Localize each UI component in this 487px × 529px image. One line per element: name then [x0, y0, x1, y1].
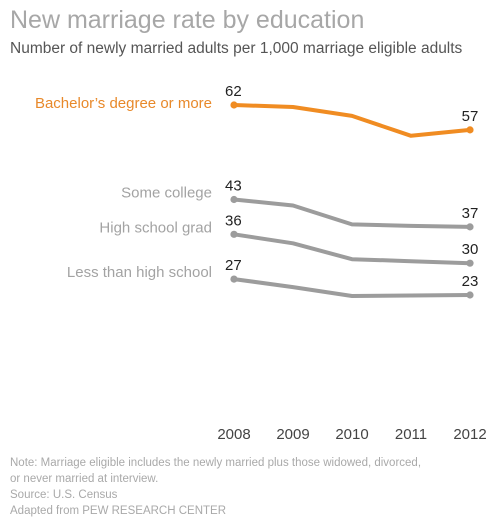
note-text-line-2: or never married at interview.: [10, 473, 159, 485]
value-label-less-than-high-school-2012: 23: [462, 273, 479, 290]
series-line-less-than-high-school: [232, 277, 472, 298]
series-label-bachelor-s-degree-or-more: Bachelor’s degree or more: [35, 95, 212, 112]
series-high-school-grad: 36 30 High school grad: [99, 212, 479, 267]
series-label-some-college: Some college: [121, 185, 212, 202]
x-tick-label-2010: 2010: [335, 426, 368, 443]
source-text: Source: U.S. Census: [10, 489, 118, 501]
series-line-high-school-grad: [232, 232, 472, 266]
note-text-line-1: Note: Marriage eligible includes the new…: [10, 457, 422, 469]
credit-text: Adapted from PEW RESEARCH CENTER: [10, 505, 227, 517]
data-point-some-college-2008: [230, 195, 238, 204]
data-point-bachelor-s-degree-or-more-2008: [230, 101, 238, 109]
value-label-bachelor-s-degree-or-more-2012: 57: [462, 108, 479, 125]
series-line-bachelor-s-degree-or-more: [232, 103, 472, 138]
x-axis-ticks: 2008 2009 2010 2011 2012: [217, 426, 486, 443]
series-less-than-high-school: 27 23 Less than high school: [67, 257, 478, 299]
chart-subtitle: Number of newly married adults per 1,000…: [10, 40, 463, 57]
x-tick-label-2011: 2011: [395, 426, 427, 443]
series-label-less-than-high-school: Less than high school: [67, 264, 212, 281]
data-point-bachelor-s-degree-or-more-2012: [466, 126, 474, 134]
chart-title: New marriage rate by education: [10, 6, 365, 34]
series-layer: 62 57 Bachelor’s degree or more 43 37 Some co…: [35, 83, 478, 299]
value-label-some-college-2012: 37: [462, 205, 479, 222]
chart-notes: Note: Marriage eligible includes the new…: [10, 455, 480, 519]
value-label-less-than-high-school-2008: 27: [225, 257, 242, 274]
data-point-less-than-high-school-2012: [466, 291, 474, 299]
series-label-high-school-grad: High school grad: [99, 219, 212, 236]
x-tick-label-2008: 2008: [217, 426, 250, 443]
data-point-less-than-high-school-2008: [230, 275, 238, 283]
value-label-some-college-2008: 43: [225, 178, 242, 195]
value-label-bachelor-s-degree-or-more-2008: 62: [225, 83, 242, 100]
x-tick-label-2009: 2009: [276, 426, 309, 443]
series-bachelor-s-degree-or-more: 62 57 Bachelor’s degree or more: [35, 83, 479, 138]
series-some-college: 43 37 Some college: [121, 178, 478, 231]
series-line-some-college: [232, 197, 472, 229]
x-tick-label-2012: 2012: [453, 426, 486, 443]
value-label-high-school-grad-2012: 30: [462, 241, 479, 258]
data-point-some-college-2012: [466, 223, 474, 231]
line-chart: 62 57 Bachelor’s degree or more 43 37 Some co…: [35, 83, 487, 443]
data-point-high-school-grad-2008: [230, 230, 238, 238]
value-label-high-school-grad-2008: 36: [225, 212, 242, 229]
data-point-high-school-grad-2012: [466, 259, 474, 267]
